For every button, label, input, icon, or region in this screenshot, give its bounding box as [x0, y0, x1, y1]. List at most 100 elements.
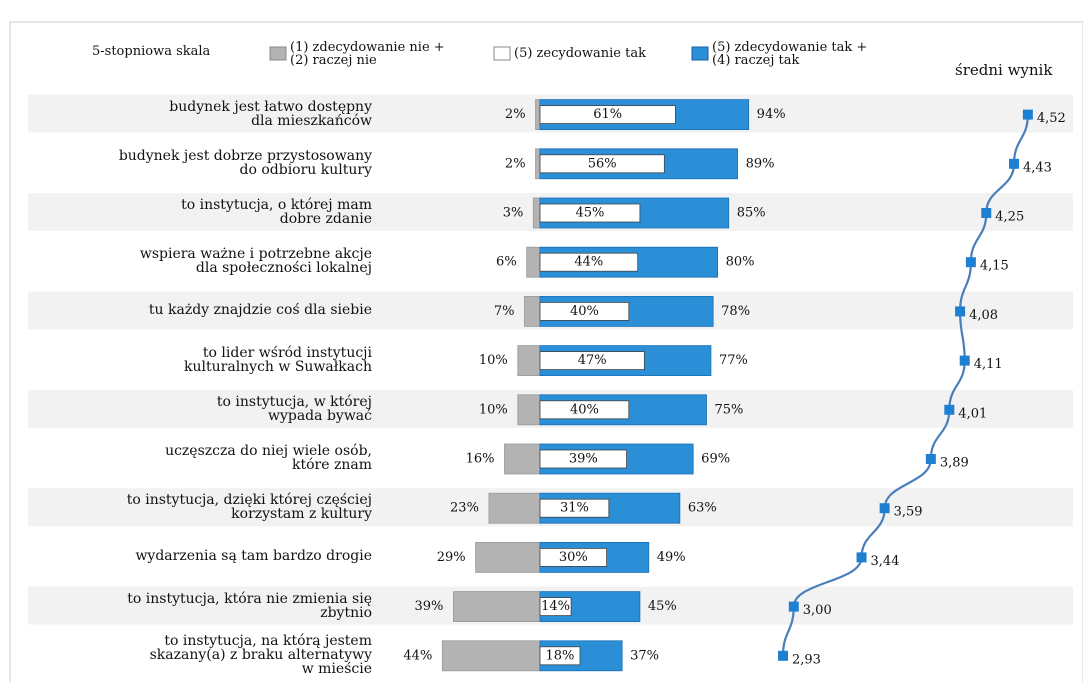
average-marker — [778, 650, 788, 661]
value-label: 2% — [505, 107, 526, 122]
bar-top — [539, 252, 639, 272]
bar-negative — [524, 295, 541, 327]
average-label: 4,52 — [1037, 111, 1066, 126]
value-label: 40% — [570, 402, 599, 417]
average-label: 4,15 — [980, 259, 1009, 274]
value-label: 29% — [437, 550, 466, 565]
value-label: 75% — [715, 402, 744, 417]
average-label: 4,01 — [958, 406, 987, 421]
category-label: to instytucja, o której mam dobre zdanie — [181, 197, 372, 227]
value-label: 63% — [688, 501, 717, 516]
bar-top — [539, 203, 641, 223]
chart-frame — [9, 21, 1083, 682]
value-label: 10% — [479, 353, 508, 368]
value-label: 94% — [757, 107, 786, 122]
legend-swatch — [691, 46, 709, 61]
value-label: 40% — [570, 304, 599, 319]
category-label: wspiera ważne i potrzebne akcje dla społ… — [139, 246, 372, 277]
value-label: 30% — [559, 550, 588, 565]
value-label: 45% — [648, 599, 677, 614]
average-marker — [856, 552, 867, 563]
legend-swatch — [269, 46, 287, 61]
bar-top — [539, 154, 665, 174]
value-label: 10% — [479, 402, 508, 417]
average-label: 4,43 — [1023, 160, 1052, 175]
bar-negative — [532, 197, 541, 229]
bar-top — [539, 498, 610, 518]
value-label: 23% — [450, 501, 479, 516]
legend-swatch — [493, 46, 511, 61]
average-marker — [959, 355, 970, 366]
value-label: 31% — [560, 501, 589, 516]
value-label: 69% — [701, 452, 730, 467]
bar-negative — [517, 394, 541, 426]
value-label: 78% — [721, 304, 750, 319]
average-marker — [944, 404, 955, 415]
value-label: 85% — [737, 206, 766, 221]
average-marker — [925, 454, 936, 464]
average-marker — [1022, 109, 1033, 120]
average-label: 3,00 — [803, 603, 832, 618]
value-label: 37% — [630, 648, 659, 663]
value-label: 45% — [575, 206, 604, 221]
bar-top — [539, 301, 630, 321]
bar-negative — [517, 345, 541, 377]
value-label: 16% — [466, 452, 495, 467]
bar-top — [539, 449, 627, 469]
legend-label: (5) zecydowanie tak — [514, 46, 646, 61]
value-label: 39% — [569, 452, 598, 467]
bar-negative — [535, 148, 541, 180]
average-marker — [965, 257, 976, 268]
average-marker — [788, 601, 799, 612]
bar-top — [539, 597, 572, 616]
bar-negative — [535, 99, 541, 130]
category-label: budynek jest dobrze przystosowany do odb… — [118, 147, 372, 178]
average-marker — [1009, 158, 1019, 169]
average-label: 3,59 — [894, 505, 923, 520]
bar-top — [539, 400, 630, 420]
average-label: 3,44 — [871, 554, 900, 569]
value-label: 89% — [746, 156, 775, 171]
category-label: to instytucja, w której wypada bywać — [216, 393, 372, 424]
bar-top — [539, 105, 676, 124]
category-label: to instytucja, dzięki której częściej ko… — [126, 492, 372, 523]
value-label: 80% — [726, 255, 755, 270]
category-label: uczęszcza do niej wiele osób, które znam — [165, 443, 372, 473]
legend-title: 5-stopniowa skala — [92, 44, 211, 59]
bar-top — [539, 351, 645, 371]
bar-positive — [539, 640, 623, 672]
value-label: 3% — [503, 206, 524, 221]
value-label: 56% — [588, 156, 617, 171]
value-label: 18% — [546, 648, 575, 663]
value-label: 77% — [719, 353, 748, 368]
average-title: średni wynik — [955, 61, 1053, 79]
bar-negative — [453, 591, 541, 622]
value-label: 7% — [494, 304, 515, 319]
category-label: to instytucja, na którą jestem skazany(a… — [149, 632, 372, 677]
bar-negative — [526, 246, 541, 278]
value-label: 44% — [403, 648, 432, 663]
bar-negative — [441, 640, 541, 672]
average-marker — [955, 306, 966, 317]
average-label: 2,93 — [792, 652, 821, 667]
average-marker — [981, 208, 992, 218]
category-label: to lider wśród instytucji kulturalnych w… — [184, 344, 372, 375]
bar-top — [539, 548, 607, 567]
bar-positive — [539, 591, 641, 622]
average-label: 4,11 — [974, 357, 1003, 372]
value-label: 47% — [578, 353, 607, 368]
category-label: wydarzenia są tam bardzo drogie — [135, 548, 372, 565]
average-label: 3,89 — [940, 456, 969, 471]
bar-top — [539, 646, 581, 666]
value-label: 49% — [657, 550, 686, 565]
category-label: tu każdy znajdzie coś dla siebie — [148, 302, 372, 319]
value-label: 2% — [505, 156, 526, 171]
value-label: 14% — [541, 599, 570, 614]
bar-negative — [488, 492, 541, 524]
average-label: 4,08 — [969, 308, 998, 323]
average-marker — [879, 503, 890, 514]
value-label: 61% — [593, 107, 622, 122]
average-label: 4,25 — [995, 210, 1024, 225]
